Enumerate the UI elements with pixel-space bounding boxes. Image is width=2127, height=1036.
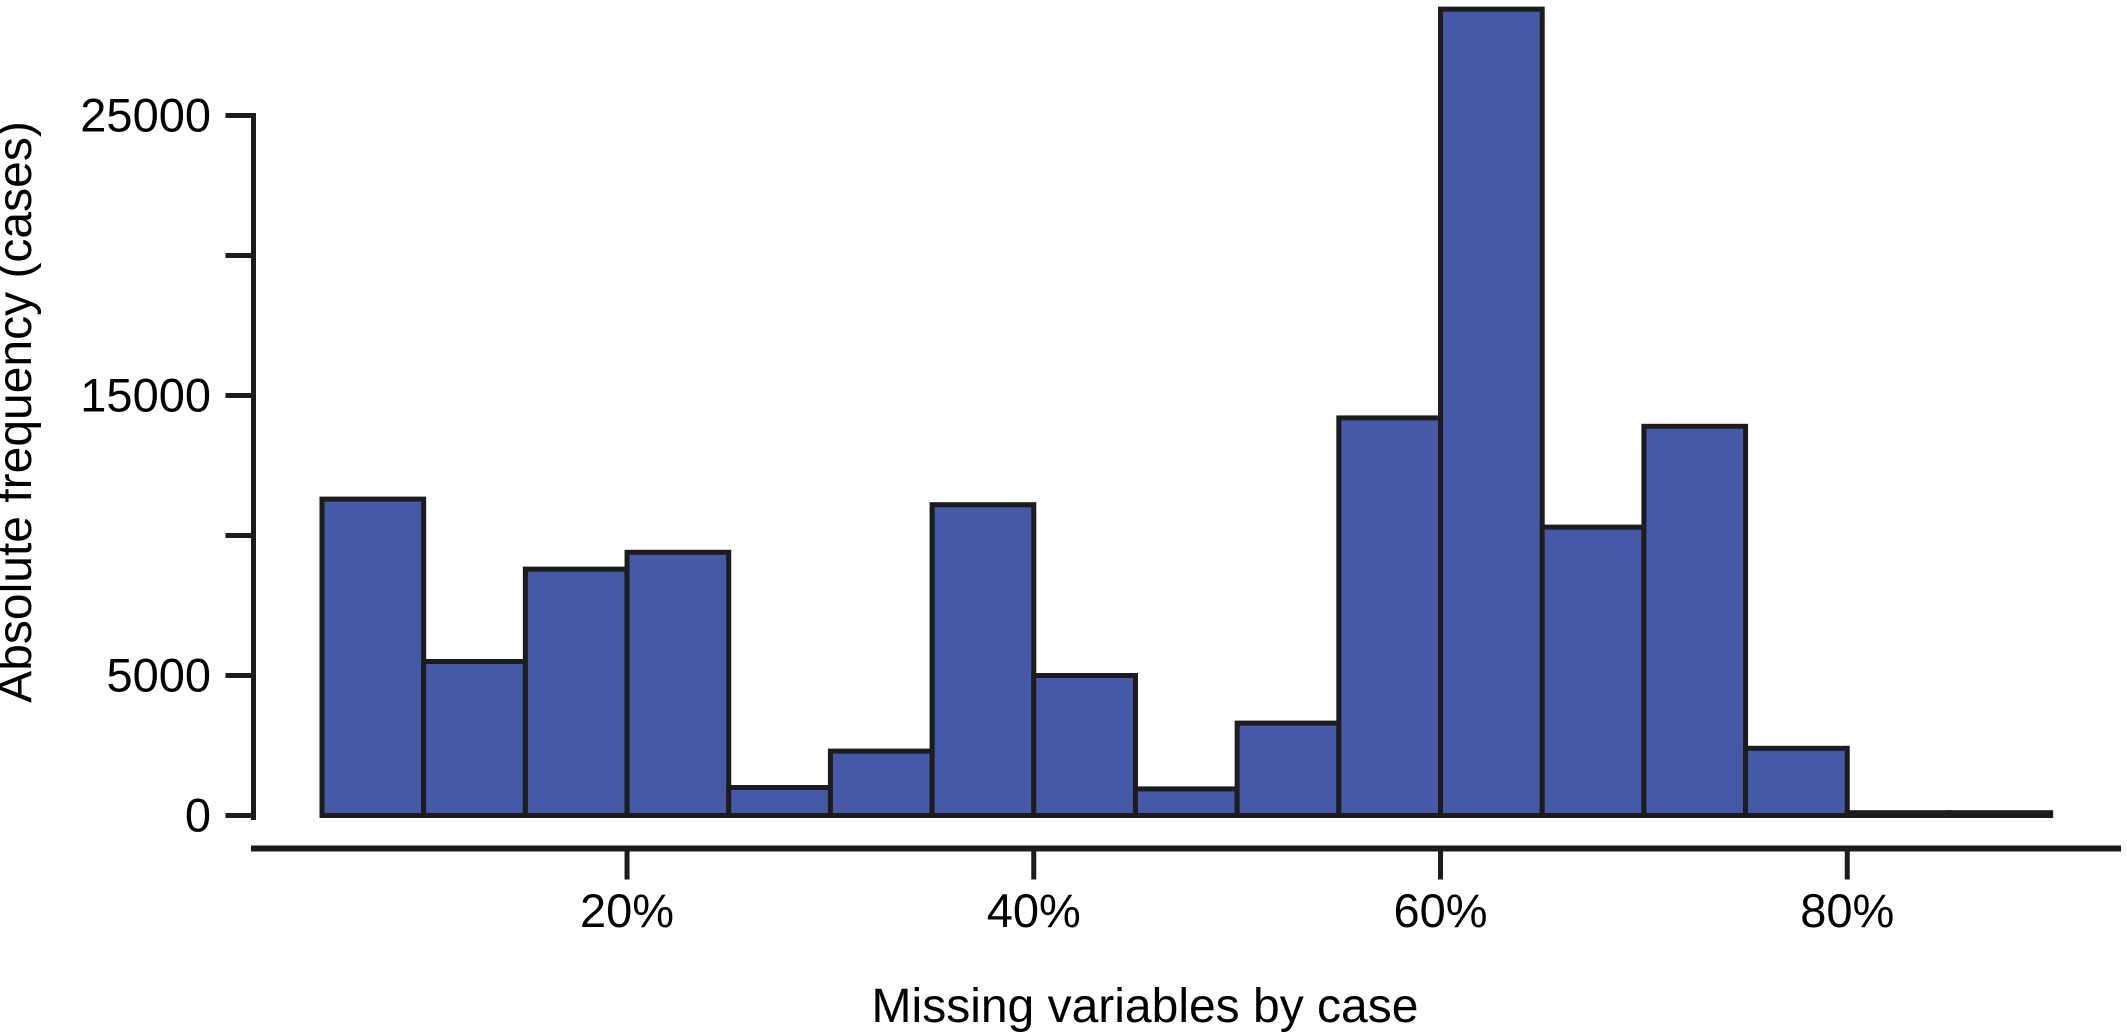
histogram-bar xyxy=(522,566,630,818)
histogram-bar xyxy=(1234,720,1342,818)
y-axis-title: Absolute frequency (cases) xyxy=(0,121,42,703)
histogram-bar xyxy=(319,496,427,818)
histogram-bar xyxy=(726,785,833,818)
histogram-bar xyxy=(1743,745,1850,818)
x-tick-label: 20% xyxy=(580,884,674,937)
histogram-bar xyxy=(1031,673,1138,818)
histogram-bar xyxy=(421,659,528,818)
y-tick-label: 5000 xyxy=(106,649,211,702)
y-tick-label: 0 xyxy=(185,789,211,842)
bars-group xyxy=(319,6,2054,819)
y-tick-label: 25000 xyxy=(80,89,211,142)
x-axis-title: Missing variables by case xyxy=(872,980,1419,1033)
histogram-bar xyxy=(1336,415,1444,818)
histogram-bar xyxy=(1132,786,1240,819)
histogram-bar xyxy=(624,549,732,818)
x-tick-label: 80% xyxy=(1800,884,1894,937)
histogram-bar xyxy=(1844,810,1952,819)
histogram-bar xyxy=(827,748,935,818)
x-axis: 20% 40% 60% 80% xyxy=(251,845,2121,937)
histogram-bar xyxy=(929,502,1037,818)
y-axis: 0 5000 15000 25000 xyxy=(80,89,256,842)
histogram-bar xyxy=(1539,524,1647,818)
x-tick-label: 60% xyxy=(1393,884,1487,937)
histogram-bar xyxy=(1641,423,1749,818)
histogram-bar xyxy=(1946,810,2054,819)
histogram-bar xyxy=(1438,6,1545,819)
y-tick-label: 15000 xyxy=(80,369,211,422)
x-tick-label: 40% xyxy=(987,884,1081,937)
